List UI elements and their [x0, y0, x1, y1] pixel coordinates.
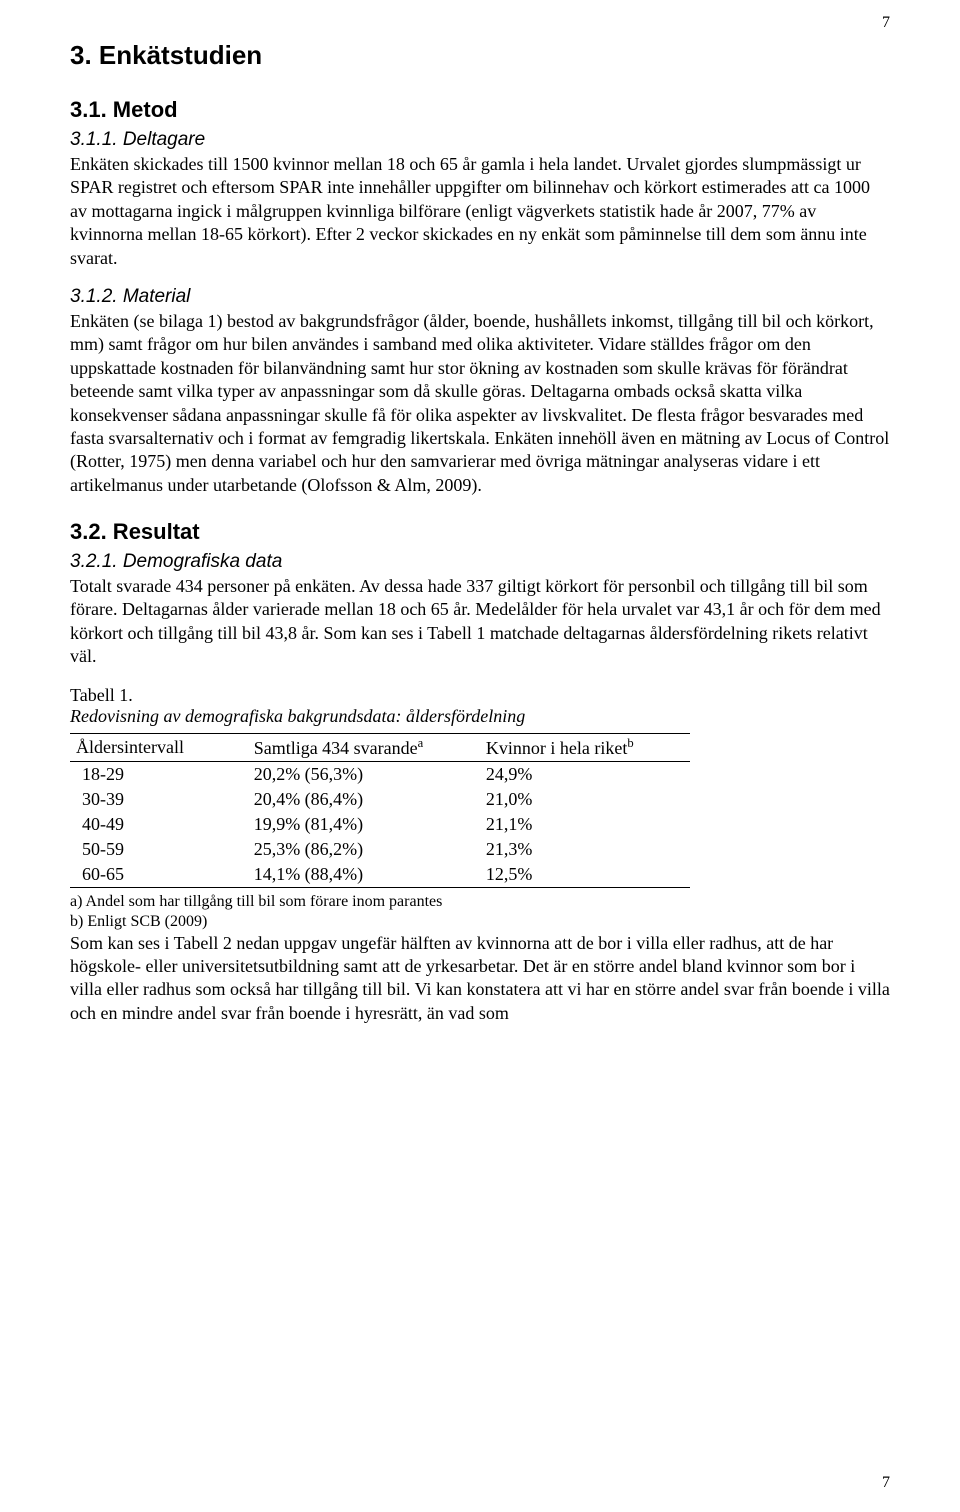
demographics-table: Åldersintervall Samtliga 434 svarandea K…: [70, 733, 690, 888]
table-note-a: a) Andel som har tillgång till bil som f…: [70, 892, 890, 912]
heading-3-2-1: 3.2.1. Demografiska data: [70, 551, 890, 573]
table-header-col1: Åldersintervall: [70, 734, 254, 761]
table-header-col3-text: Kvinnor i hela riket: [486, 738, 627, 758]
table-cell-age: 40-49: [70, 812, 254, 837]
heading-3-1-2: 3.1.2. Material: [70, 286, 890, 308]
table-row: 18-2920,2% (56,3%)24,9%: [70, 762, 690, 787]
table-row: 40-4919,9% (81,4%)21,1%: [70, 812, 690, 837]
table-header-col3-sup: b: [627, 736, 633, 750]
table-header-row: Åldersintervall Samtliga 434 svarandea K…: [70, 734, 690, 761]
table-cell-age: 50-59: [70, 837, 254, 862]
document-page: 7 3. Enkätstudien 3.1. Metod 3.1.1. Delt…: [0, 0, 960, 1512]
paragraph-3-1-1: Enkäten skickades till 1500 kvinnor mell…: [70, 153, 890, 270]
table-label: Tabell 1.: [70, 685, 890, 706]
table-note-b: b) Enligt SCB (2009): [70, 912, 890, 932]
table-cell-population: 12,5%: [486, 862, 690, 887]
table-row: 30-3920,4% (86,4%)21,0%: [70, 787, 690, 812]
closing-paragraph: Som kan ses i Tabell 2 nedan uppgav unge…: [70, 932, 890, 1026]
table-row: 50-5925,3% (86,2%)21,3%: [70, 837, 690, 862]
page-number-top: 7: [882, 14, 890, 32]
table-header-col2-text: Samtliga 434 svarande: [254, 738, 418, 758]
table-cell-age: 18-29: [70, 762, 254, 787]
table-header-col2: Samtliga 434 svarandea: [254, 734, 486, 761]
heading-3-1-1: 3.1.1. Deltagare: [70, 129, 890, 151]
table-cell-age: 30-39: [70, 787, 254, 812]
table-caption: Redovisning av demografiska bakgrundsdat…: [70, 706, 890, 727]
table-header-col3: Kvinnor i hela riketb: [486, 734, 690, 761]
paragraph-3-2-1: Totalt svarade 434 personer på enkäten. …: [70, 575, 890, 669]
table-cell-age: 60-65: [70, 862, 254, 887]
table-cell-sample: 25,3% (86,2%): [254, 837, 486, 862]
page-number-bottom: 7: [882, 1474, 890, 1492]
table-header-col2-sup: a: [418, 736, 424, 750]
table-cell-sample: 20,4% (86,4%): [254, 787, 486, 812]
table-cell-sample: 19,9% (81,4%): [254, 812, 486, 837]
table-row: 60-6514,1% (88,4%)12,5%: [70, 862, 690, 887]
heading-level-1: 3. Enkätstudien: [70, 40, 890, 71]
heading-3-2: 3.2. Resultat: [70, 519, 890, 545]
paragraph-3-1-2: Enkäten (se bilaga 1) bestod av bakgrund…: [70, 310, 890, 497]
table-cell-population: 21,3%: [486, 837, 690, 862]
table-cell-sample: 20,2% (56,3%): [254, 762, 486, 787]
table-cell-population: 21,1%: [486, 812, 690, 837]
table-cell-population: 24,9%: [486, 762, 690, 787]
table-cell-sample: 14,1% (88,4%): [254, 862, 486, 887]
table-cell-population: 21,0%: [486, 787, 690, 812]
heading-3-1: 3.1. Metod: [70, 97, 890, 123]
